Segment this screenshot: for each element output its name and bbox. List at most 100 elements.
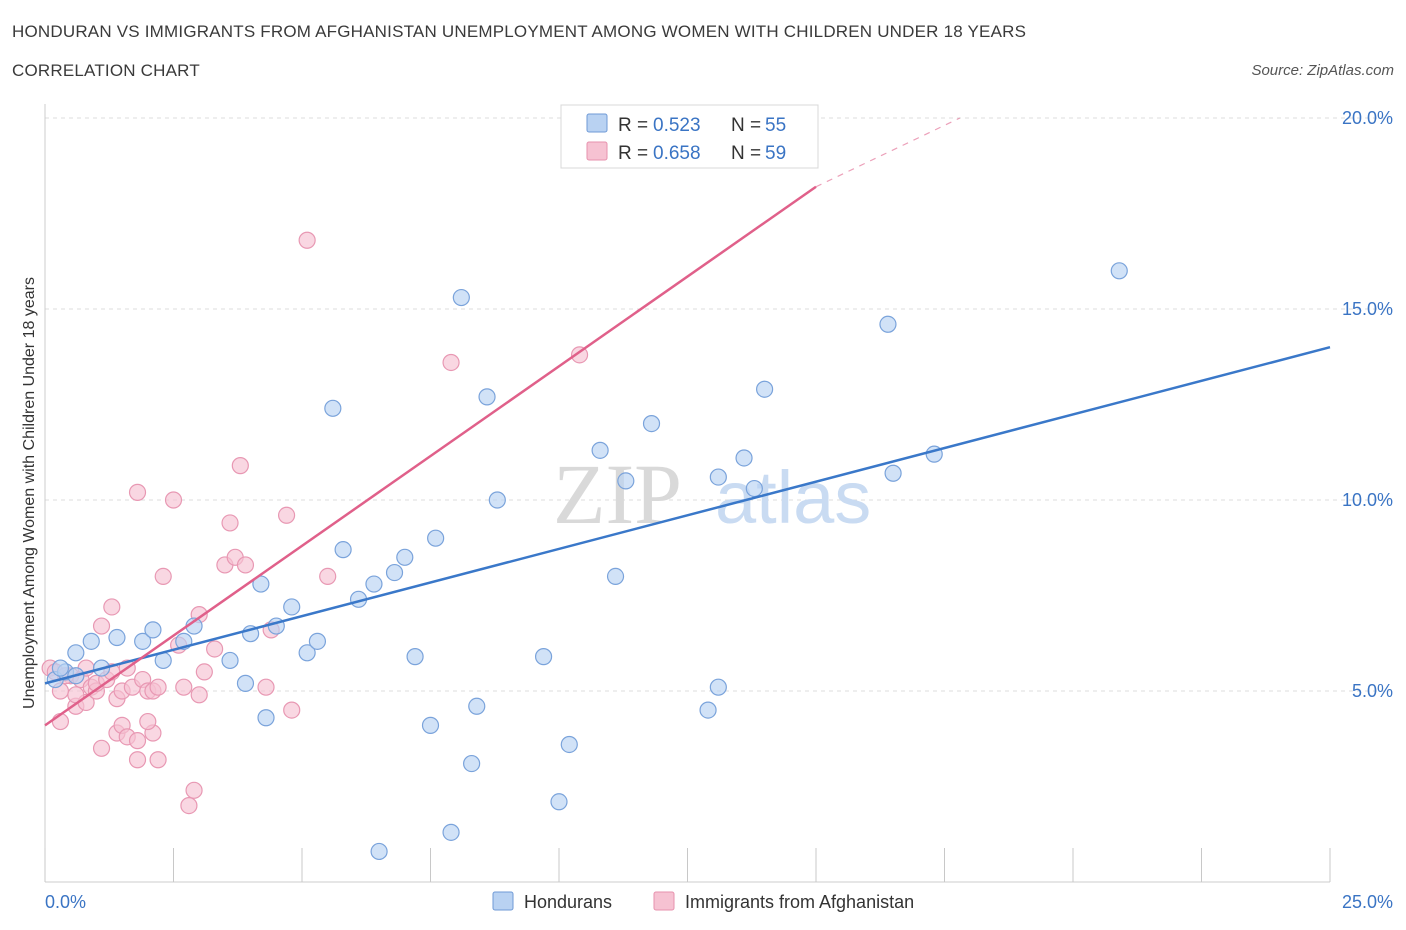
r-label: R = xyxy=(618,115,653,136)
x-tick-label: 25.0% xyxy=(1342,892,1393,912)
point-hondurans xyxy=(468,697,486,715)
legend-label-afghanistan: Immigrants from Afghanistan xyxy=(685,892,914,912)
point-afghanistan xyxy=(570,346,589,364)
stats-swatch-blue xyxy=(586,113,608,133)
point-hondurans xyxy=(591,441,609,459)
point-afghanistan xyxy=(128,483,147,501)
watermark-zip: ZIP xyxy=(553,446,682,542)
point-afghanistan xyxy=(128,732,147,750)
point-hondurans xyxy=(709,678,727,696)
point-hondurans xyxy=(134,632,152,650)
point-hondurans xyxy=(421,716,440,734)
point-afghanistan xyxy=(206,640,224,658)
point-hondurans xyxy=(488,491,506,509)
point-hondurans xyxy=(257,709,275,727)
trendline-afghanistan-extension xyxy=(815,117,961,188)
grid-layer: 5.0% 10.0% 15.0% 20.0% xyxy=(45,108,1393,701)
stats-swatch-pink xyxy=(586,141,608,161)
point-hondurans xyxy=(606,567,625,586)
point-afghanistan xyxy=(154,567,172,586)
point-afghanistan xyxy=(164,491,183,509)
point-hondurans xyxy=(308,632,327,650)
point-hondurans xyxy=(442,823,460,841)
point-hondurans xyxy=(82,632,100,650)
source-credit: Source: ZipAtlas.com xyxy=(1251,62,1394,79)
x-tick-label: 0.0% xyxy=(45,892,86,912)
watermark-atlas: atlas xyxy=(715,456,871,539)
point-hondurans xyxy=(699,701,717,719)
point-hondurans xyxy=(735,449,753,467)
point-afghanistan xyxy=(319,567,337,586)
point-hondurans xyxy=(334,541,352,559)
series-legend: Hondurans Immigrants from Afghanistan xyxy=(492,891,914,912)
point-hondurans xyxy=(51,659,70,677)
point-hondurans xyxy=(370,842,388,861)
legend-swatch-afghanistan xyxy=(653,891,675,911)
point-afghanistan xyxy=(298,231,316,249)
legend-swatch-hondurans xyxy=(492,891,514,911)
point-hondurans xyxy=(550,793,568,811)
point-hondurans xyxy=(365,575,383,593)
point-hondurans xyxy=(283,598,301,616)
points-layer xyxy=(41,231,1128,861)
point-hondurans xyxy=(427,529,445,547)
point-hondurans xyxy=(745,479,763,498)
point-afghanistan xyxy=(185,781,203,799)
point-hondurans xyxy=(67,644,85,662)
point-hondurans xyxy=(396,548,414,566)
stats-legend: R = 0.523 N = 55 R = 0.658 N = 59 xyxy=(560,104,819,169)
trendline-afghanistan xyxy=(44,185,817,727)
n-value: 59 xyxy=(765,143,786,164)
chart-title: HONDURAN VS IMMIGRANTS FROM AFGHANISTAN … xyxy=(12,22,1027,41)
chart-subtitle: CORRELATION CHART xyxy=(12,61,200,80)
point-hondurans xyxy=(534,648,553,666)
r-value: 0.523 xyxy=(653,115,701,136)
y-tick-label: 5.0% xyxy=(1352,681,1393,701)
point-hondurans xyxy=(642,415,661,433)
n-label: N = xyxy=(731,115,766,136)
y-tick-label: 20.0% xyxy=(1342,108,1393,128)
point-hondurans xyxy=(755,380,774,398)
point-hondurans xyxy=(463,754,481,773)
point-hondurans xyxy=(221,651,239,670)
point-afghanistan xyxy=(236,556,255,574)
n-label: N = xyxy=(731,143,766,164)
point-hondurans xyxy=(879,315,897,333)
trend-layer xyxy=(44,117,1331,727)
point-afghanistan xyxy=(190,686,208,704)
y-tick-label: 10.0% xyxy=(1342,490,1393,510)
point-afghanistan xyxy=(221,514,239,532)
point-afghanistan xyxy=(175,678,193,696)
point-hondurans xyxy=(884,464,902,482)
point-hondurans xyxy=(298,644,316,662)
point-afghanistan xyxy=(139,712,157,731)
point-hondurans xyxy=(478,388,496,406)
point-hondurans xyxy=(144,621,162,639)
point-afghanistan xyxy=(231,457,249,475)
point-afghanistan xyxy=(180,796,198,815)
point-afghanistan xyxy=(257,678,275,696)
point-hondurans xyxy=(406,648,424,666)
watermark: ZIP atlas xyxy=(553,446,871,542)
axes-layer: 0.0% 25.0% xyxy=(44,104,1393,912)
point-afghanistan xyxy=(195,663,213,681)
stats-row-afghanistan: R = 0.658 N = 59 xyxy=(618,143,786,164)
point-afghanistan xyxy=(149,751,167,769)
y-axis-label: Unemployment Among Women with Children U… xyxy=(21,277,38,709)
r-value: 0.658 xyxy=(653,143,701,164)
point-afghanistan xyxy=(128,751,147,769)
y-tick-label: 15.0% xyxy=(1342,299,1393,319)
point-hondurans xyxy=(236,674,255,692)
point-hondurans xyxy=(108,628,126,647)
point-afghanistan xyxy=(442,353,460,372)
point-hondurans xyxy=(385,563,404,582)
point-afghanistan xyxy=(103,598,121,616)
point-hondurans xyxy=(1110,262,1128,280)
legend-label-hondurans: Hondurans xyxy=(524,892,612,912)
point-hondurans xyxy=(560,735,578,754)
trendline-hondurans xyxy=(44,345,1331,685)
point-hondurans xyxy=(452,288,470,307)
point-afghanistan xyxy=(283,701,301,719)
n-value: 55 xyxy=(765,115,786,136)
